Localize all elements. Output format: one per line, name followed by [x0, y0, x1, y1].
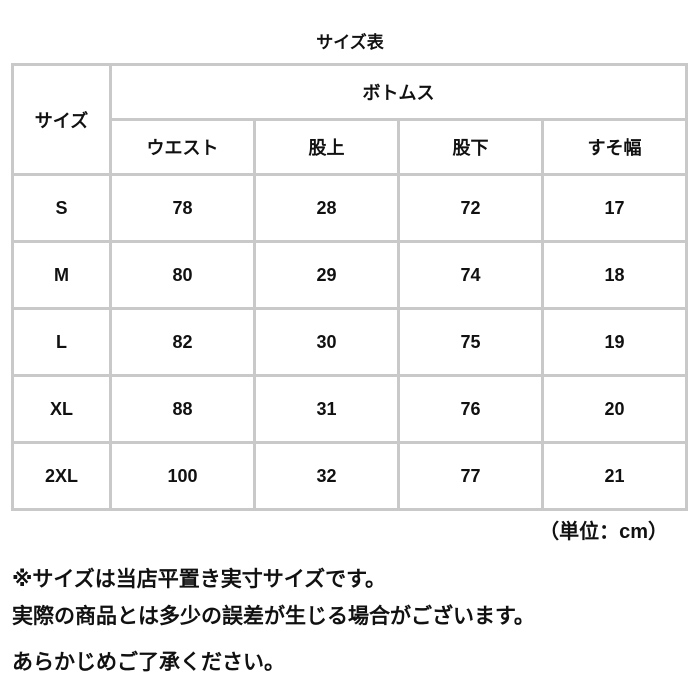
column-header: 股下 [397, 118, 544, 176]
value-cell: 21 [541, 441, 688, 511]
value-cell: 30 [253, 307, 400, 377]
value-cell: 100 [109, 441, 256, 511]
column-header: 股上 [253, 118, 400, 176]
table-row: XL 88 31 76 20 [11, 374, 688, 444]
page-title: サイズ表 [316, 33, 384, 52]
unit-label: （単位：cm） [539, 521, 668, 543]
value-cell: 18 [541, 240, 688, 310]
table-subheader-row: ウエスト 股上 股下 すそ幅 [13, 118, 688, 176]
value-cell: 28 [253, 173, 400, 243]
value-cell: 32 [253, 441, 400, 511]
size-cell: 2XL [11, 441, 112, 511]
value-cell: 74 [397, 240, 544, 310]
size-cell: M [11, 240, 112, 310]
size-header: サイズ [11, 63, 112, 176]
value-cell: 17 [541, 173, 688, 243]
note-line: ※サイズは当店平置き実寸サイズです。 [12, 568, 387, 591]
size-cell: L [11, 307, 112, 377]
value-cell: 29 [253, 240, 400, 310]
table-header-row: サイズ ボトムス [11, 63, 688, 176]
value-cell: 75 [397, 307, 544, 377]
value-cell: 80 [109, 240, 256, 310]
value-cell: 82 [109, 307, 256, 377]
column-header: ウエスト [109, 118, 256, 176]
table-row: M 80 29 74 18 [11, 240, 688, 310]
value-cell: 76 [397, 374, 544, 444]
value-cell: 20 [541, 374, 688, 444]
size-cell: XL [11, 374, 112, 444]
size-cell: S [11, 173, 112, 243]
table-row: 2XL 100 32 77 21 [11, 441, 688, 511]
group-header: ボトムス [109, 63, 688, 121]
value-cell: 19 [541, 307, 688, 377]
note-line: あらかじめご了承ください。 [12, 651, 285, 674]
column-header: すそ幅 [541, 118, 688, 176]
value-cell: 88 [109, 374, 256, 444]
note-line: 実際の商品とは多少の誤差が生じる場合がございます。 [12, 605, 535, 628]
value-cell: 31 [253, 374, 400, 444]
value-cell: 72 [397, 173, 544, 243]
size-table: サイズ ボトムス ウエスト 股上 股下 すそ幅 S 78 28 72 17 M 80 29 74… [11, 63, 688, 511]
value-cell: 78 [109, 173, 256, 243]
table-row: L 82 30 75 19 [11, 307, 688, 377]
value-cell: 77 [397, 441, 544, 511]
table-row: S 78 28 72 17 [11, 173, 688, 243]
